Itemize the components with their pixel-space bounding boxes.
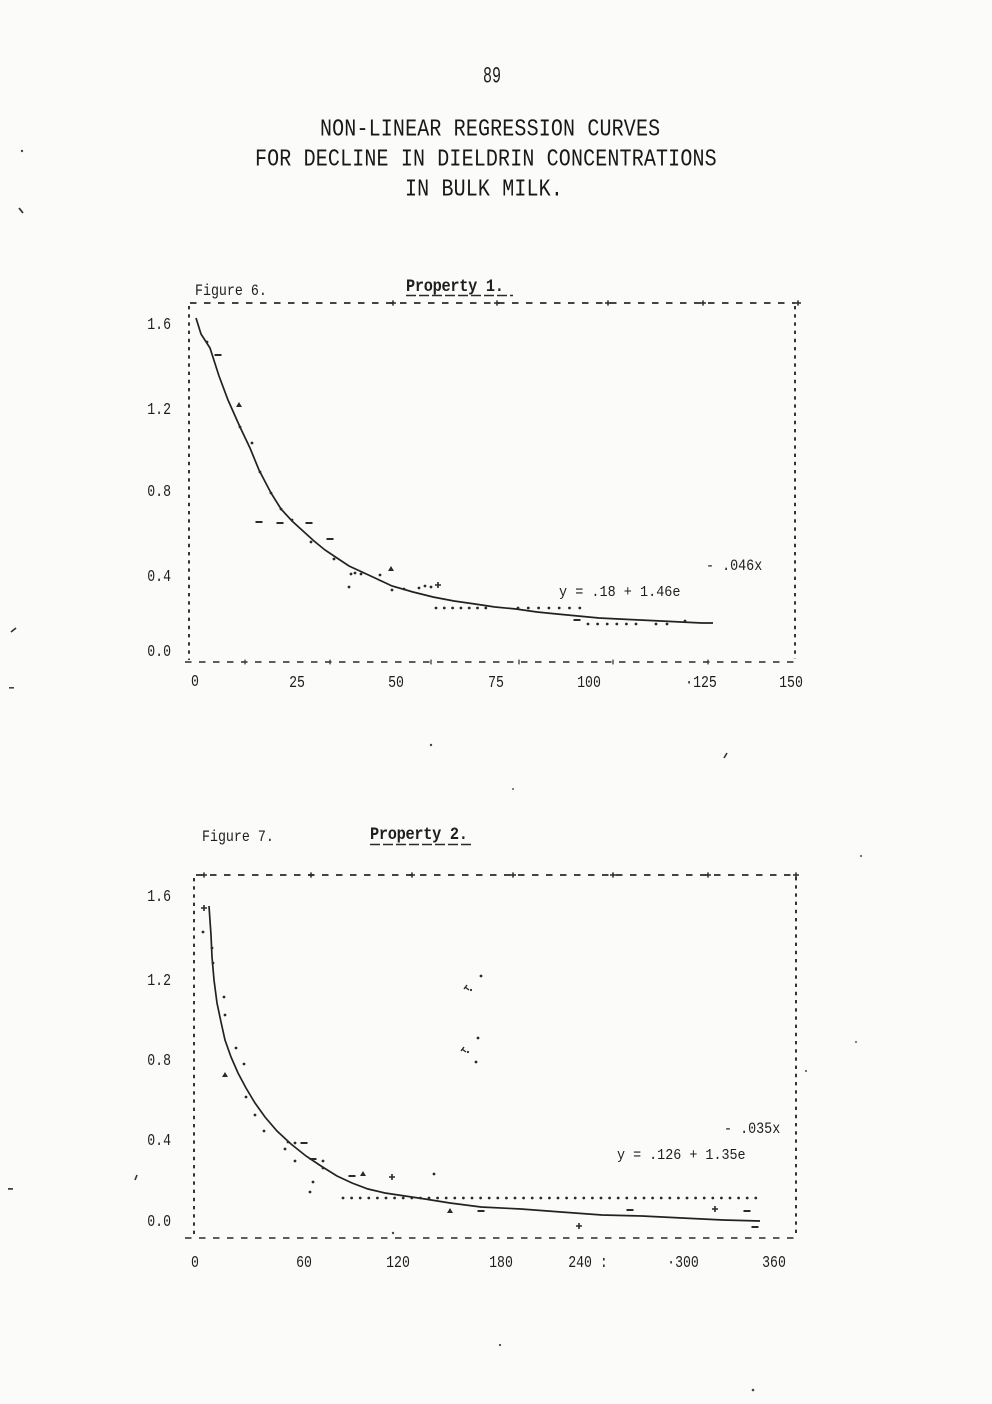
svg-text:Property 2.: Property 2. bbox=[370, 824, 468, 844]
svg-text:60: 60 bbox=[296, 1255, 312, 1273]
svg-text:Property 1.: Property 1. bbox=[406, 276, 504, 296]
svg-text:75: 75 bbox=[488, 675, 504, 693]
svg-text:1.2: 1.2 bbox=[147, 402, 171, 420]
svg-text:100: 100 bbox=[577, 675, 601, 693]
svg-text:- .046x: - .046x bbox=[706, 558, 762, 575]
svg-text:240 :: 240 : bbox=[568, 1255, 608, 1273]
svg-text:1.2: 1.2 bbox=[147, 973, 171, 991]
svg-text:·300: ·300 bbox=[667, 1255, 699, 1273]
svg-text:0.0: 0.0 bbox=[147, 1214, 171, 1232]
svg-text:0.4: 0.4 bbox=[147, 1133, 171, 1151]
svg-text:- .035x: - .035x bbox=[724, 1121, 780, 1138]
svg-text:1.6: 1.6 bbox=[147, 317, 171, 335]
svg-text:·125: ·125 bbox=[685, 675, 717, 693]
svg-text:0: 0 bbox=[191, 674, 199, 692]
svg-text:25: 25 bbox=[289, 675, 305, 693]
svg-text:y = .126 + 1.35e: y = .126 + 1.35e bbox=[617, 1147, 746, 1164]
svg-text:180: 180 bbox=[489, 1255, 513, 1273]
svg-text:50: 50 bbox=[388, 675, 404, 693]
svg-text:0.8: 0.8 bbox=[147, 484, 171, 502]
svg-text:120: 120 bbox=[386, 1255, 410, 1273]
svg-text:1.6: 1.6 bbox=[147, 889, 171, 907]
svg-text:0.0: 0.0 bbox=[147, 644, 171, 662]
svg-text:Figure 6.: Figure 6. bbox=[195, 283, 267, 300]
svg-text:0.8: 0.8 bbox=[147, 1053, 171, 1071]
svg-text:y = .18 + 1.46e: y = .18 + 1.46e bbox=[559, 584, 680, 601]
svg-text:Figure 7.: Figure 7. bbox=[202, 829, 274, 846]
svg-text:0.4: 0.4 bbox=[147, 569, 171, 587]
svg-text:360: 360 bbox=[762, 1255, 786, 1273]
svg-text:150: 150 bbox=[779, 675, 803, 693]
svg-text:0: 0 bbox=[191, 1255, 199, 1273]
